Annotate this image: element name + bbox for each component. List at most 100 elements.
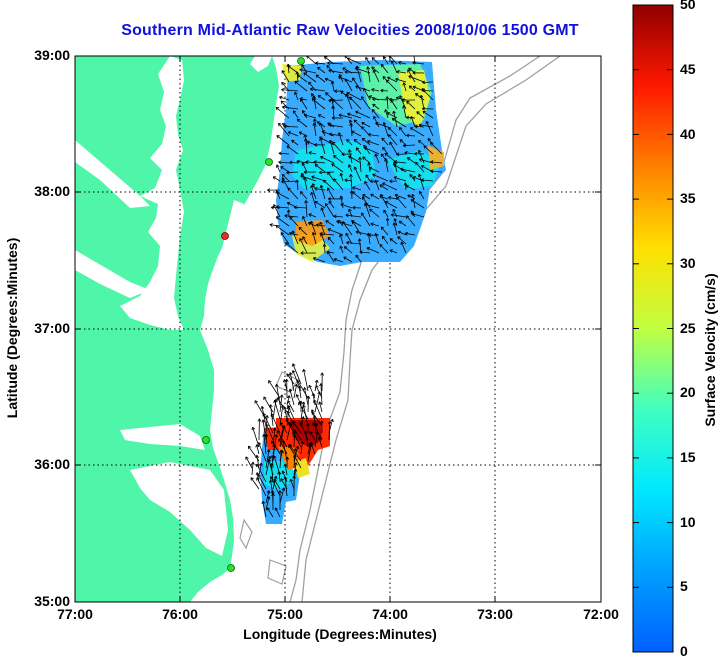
velocity-vector	[298, 385, 302, 399]
velocity-vector-head	[270, 455, 273, 459]
velocity-vector-head	[295, 179, 298, 183]
velocity-vector-head	[284, 476, 288, 480]
velocity-vector-head	[331, 117, 335, 120]
velocity-vector	[380, 153, 389, 164]
velocity-vector	[371, 57, 380, 65]
velocity-vector	[407, 157, 416, 164]
velocity-vector-head	[303, 72, 306, 76]
velocity-vector	[284, 463, 288, 476]
velocity-vector	[284, 476, 288, 497]
velocity-vector	[282, 470, 288, 483]
velocity-vector	[355, 86, 371, 92]
velocity-vector-head	[270, 476, 274, 479]
colorbar-tick-label: 0	[680, 643, 688, 659]
velocity-vector	[319, 221, 326, 236]
velocity-vector	[294, 80, 308, 92]
velocity-vector	[354, 166, 362, 182]
velocity-vector-head	[283, 425, 286, 429]
velocity-vector-head	[384, 201, 388, 205]
velocity-vector-head	[374, 233, 376, 237]
velocity-vector	[398, 61, 407, 65]
velocity-vector-head	[291, 370, 294, 374]
velocity-vector-head	[348, 149, 352, 153]
velocity-vector-head	[393, 218, 395, 222]
velocity-vector-head	[322, 243, 325, 247]
velocity-vector-head	[278, 123, 280, 127]
velocity-vector-head	[302, 176, 305, 180]
velocity-vector	[338, 220, 344, 227]
velocity-vector	[278, 123, 290, 137]
velocity-vector-head	[312, 392, 316, 396]
velocity-vector-head	[268, 490, 271, 494]
velocity-vector	[305, 430, 309, 448]
velocity-vector	[388, 134, 398, 146]
velocity-vector	[301, 64, 308, 74]
velocity-vector	[363, 144, 371, 155]
velocity-vector-head	[301, 64, 305, 67]
velocity-vector	[287, 187, 299, 200]
velocity-vector-head	[287, 187, 291, 190]
velocity-vector-head	[312, 422, 316, 425]
velocity-vector	[282, 106, 299, 110]
velocity-vector-head	[346, 139, 350, 141]
velocity-vector-head	[368, 167, 372, 171]
velocity-vector-head	[303, 138, 306, 142]
velocity-vector-head	[411, 210, 414, 213]
velocity-vector	[298, 227, 308, 236]
velocity-vector	[406, 100, 416, 110]
river-1	[75, 140, 150, 208]
velocity-vector-head	[308, 395, 311, 399]
velocity-vector-head	[374, 180, 376, 184]
velocity-vector	[380, 90, 389, 92]
velocity-vector-head	[317, 95, 320, 99]
velocity-vector-head	[328, 139, 331, 144]
velocity-vector-head	[256, 463, 260, 466]
velocity-vector	[262, 501, 267, 518]
velocity-vector-head	[355, 86, 358, 89]
velocity-vector-head	[274, 434, 277, 437]
velocity-vector-head	[420, 178, 424, 181]
velocity-vector-head	[345, 94, 347, 98]
velocity-vector-head	[422, 106, 426, 110]
velocity-vector-head	[288, 232, 292, 236]
velocity-vector	[393, 163, 407, 173]
velocity-vector	[410, 116, 416, 128]
albemarle-sound	[120, 424, 205, 450]
velocity-vector	[363, 88, 371, 101]
velocity-vector-head	[367, 140, 370, 144]
velocity-vector	[286, 373, 295, 385]
velocity-vector-head	[281, 174, 284, 178]
velocity-vector-head	[320, 184, 324, 188]
velocity-vector-head	[279, 490, 282, 494]
velocity-vector-head	[412, 86, 416, 90]
velocity-vector-head	[302, 369, 304, 373]
velocity-vector	[340, 245, 344, 254]
velocity-vector	[370, 223, 380, 227]
velocity-vector-head	[393, 222, 397, 226]
velocity-vector-head	[310, 87, 314, 90]
velocity-patch-yellow	[282, 64, 302, 82]
velocity-vector-head	[293, 448, 296, 452]
velocity-vector	[361, 122, 371, 128]
velocity-vector	[299, 69, 317, 74]
velocity-vector	[320, 156, 335, 164]
velocity-vector-head	[328, 200, 332, 203]
velocity-vector-head	[303, 369, 306, 372]
velocity-vector-head	[287, 65, 290, 69]
velocity-vector-head	[287, 187, 289, 191]
velocity-vector-head	[319, 172, 323, 175]
velocity-vector-head	[256, 454, 260, 458]
velocity-vector	[400, 241, 407, 254]
velocity-vector	[368, 167, 380, 173]
velocity-vector-head	[325, 220, 328, 224]
velocity-vector	[279, 425, 285, 441]
velocity-vector	[345, 93, 353, 110]
velocity-vector	[287, 400, 295, 413]
velocity-vector	[382, 147, 389, 155]
velocity-vector-head	[375, 232, 379, 236]
velocity-vector	[411, 213, 425, 218]
velocity-vector-head	[383, 122, 387, 125]
velocity-vector	[283, 126, 299, 128]
velocity-vector	[286, 171, 299, 174]
velocity-vector-head	[289, 216, 291, 221]
